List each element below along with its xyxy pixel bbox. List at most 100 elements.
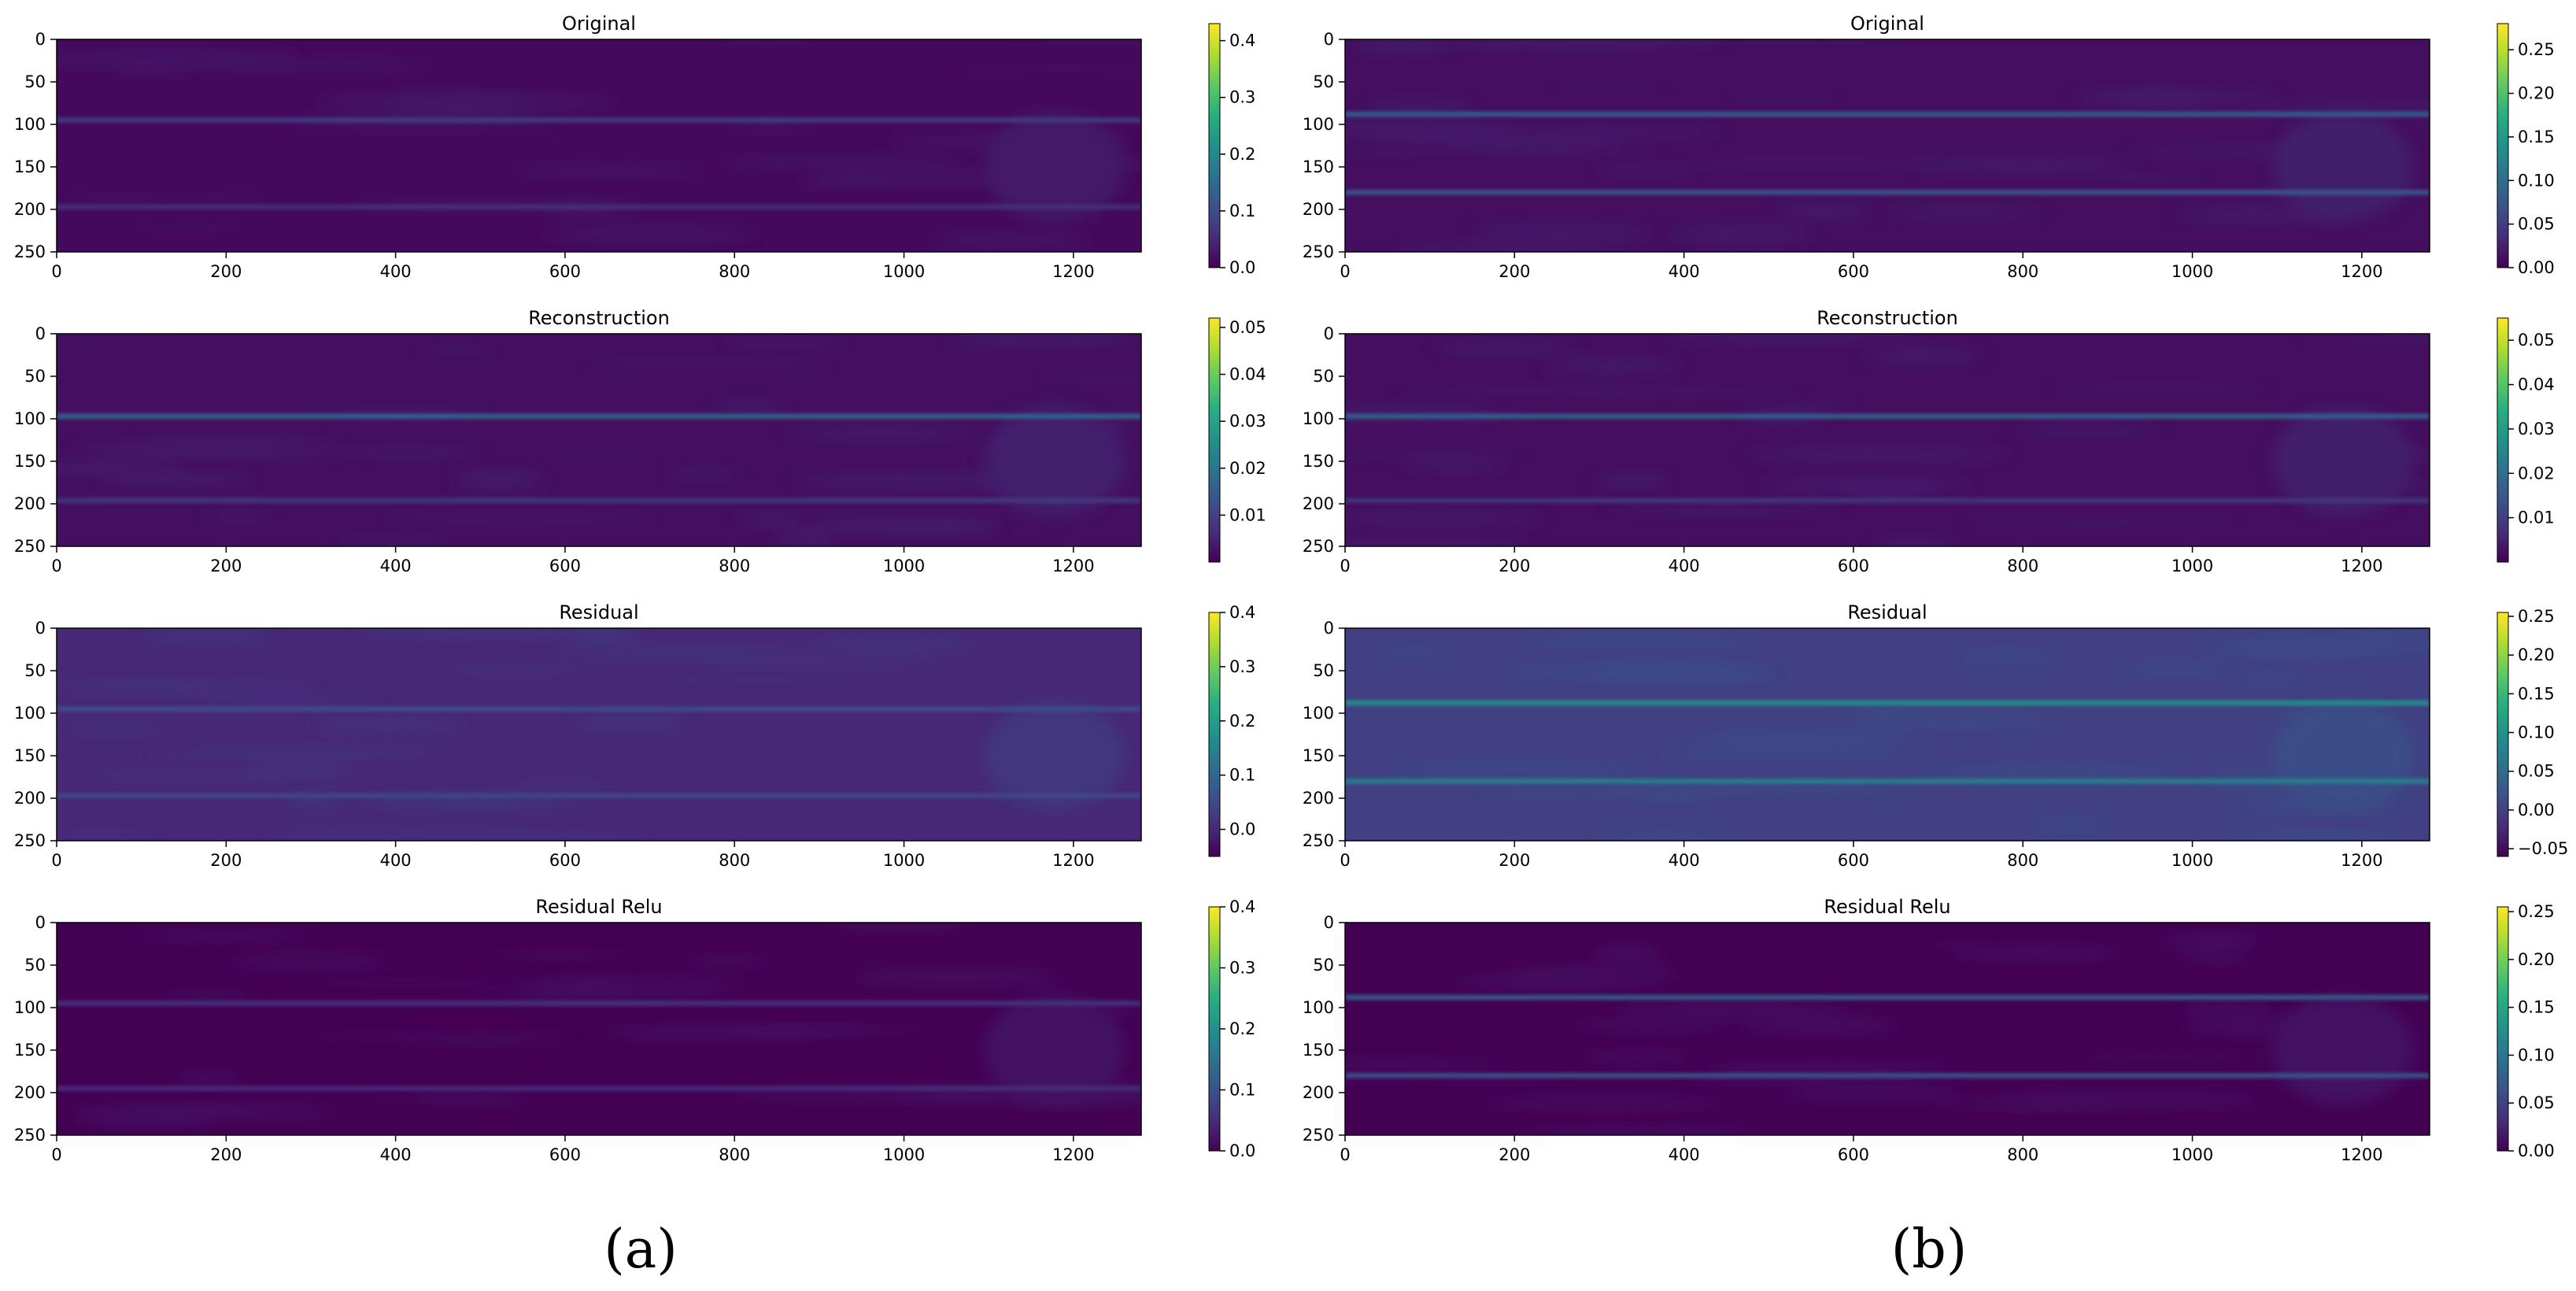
x-tick-label: 1000 [2171, 557, 2213, 575]
texture-blob [1744, 446, 2012, 463]
x-tick-label: 1000 [2171, 851, 2213, 870]
texture-blob [1616, 1001, 1847, 1018]
texture-blob [1591, 945, 1664, 963]
y-tick-label: 150 [1303, 157, 1334, 176]
texture-blob [312, 717, 461, 732]
texture-blob [282, 980, 533, 987]
texture-blob [1699, 782, 1915, 792]
texture-blob [955, 66, 1141, 72]
heatmap-band [1345, 413, 2430, 419]
x-tick-label: 600 [549, 557, 581, 575]
y-tick-label: 100 [1303, 115, 1334, 134]
x-tick-label: 400 [1669, 851, 1700, 870]
texture [1345, 39, 2430, 252]
x-tick-label: 200 [1499, 557, 1530, 575]
texture-blob [70, 442, 346, 457]
y-tick-label: 0 [1324, 913, 1334, 932]
y-tick-label: 150 [14, 1041, 46, 1060]
colorbar-tick-label: 0.01 [1229, 505, 1266, 524]
colorbar-tick-label: 0.04 [2518, 375, 2555, 394]
colorbar-tick-label: 0.4 [1229, 897, 1255, 916]
y-tick-label: 100 [1303, 704, 1334, 723]
texture-blob [222, 953, 396, 967]
y-tick-label: 50 [1313, 956, 1334, 975]
colorbar [2497, 317, 2509, 563]
y-tick-label: 0 [1324, 324, 1334, 343]
texture-blob [828, 923, 972, 930]
x-tick-label: 0 [51, 851, 61, 870]
caption-b: (b) [1890, 1219, 1968, 1281]
texture-blob [1382, 647, 1448, 657]
colorbar-tick-label: 0.15 [2518, 998, 2555, 1017]
y-tick-label: 150 [14, 452, 46, 471]
colorbar-tick-label: 0.4 [1229, 603, 1255, 622]
texture-blob [230, 773, 349, 779]
plot-frame [1344, 333, 2430, 547]
texture-blob [983, 112, 1125, 222]
colorbar-tick-label: 0.10 [2518, 723, 2555, 742]
y-tick-label: 100 [14, 115, 46, 134]
texture-blob [1676, 736, 1881, 749]
texture-blob [667, 468, 742, 479]
plot-frame [56, 333, 1142, 547]
colorbar-tick-label: 0.03 [1229, 412, 1266, 431]
heatmap-b-original: Original 0 200 400 600 800 1000 1200 0 50 100 150 20… [1303, 13, 2555, 281]
texture-blob [983, 406, 1125, 516]
texture-blob [158, 697, 380, 704]
texture-blob [1432, 340, 1580, 356]
x-tick-label: 200 [210, 851, 242, 870]
colorbar-tick-label: 0.02 [2518, 464, 2555, 483]
texture-blob [57, 334, 189, 338]
texture-blob [983, 995, 1125, 1105]
y-tick-label: 250 [14, 537, 46, 556]
texture-blob [2271, 112, 2414, 222]
texture-blob [1839, 708, 1919, 716]
texture-blob [453, 472, 545, 489]
texture-blob [1396, 244, 1623, 252]
colorbar [2497, 612, 2509, 857]
x-tick-label: 200 [210, 557, 242, 575]
colorbar-tick-label: −0.05 [2518, 839, 2568, 858]
colorbar-tick-label: 0.2 [1229, 145, 1255, 164]
texture-blob [678, 955, 776, 966]
texture-blob [2248, 101, 2430, 113]
texture-blob [1596, 164, 1697, 176]
texture-blob [341, 537, 448, 546]
x-tick-label: 200 [1499, 851, 1530, 870]
texture-blob [512, 165, 704, 177]
texture-blob [433, 94, 542, 108]
texture-blob [1605, 503, 1842, 514]
colorbar-tick-label: 0.10 [2518, 171, 2555, 190]
texture-blob [354, 628, 636, 638]
texture-blob [846, 967, 1063, 986]
texture-blob [1664, 39, 1898, 43]
y-tick-label: 200 [1303, 200, 1334, 219]
texture-blob [1345, 512, 1547, 527]
texture-blob [1784, 1085, 1961, 1101]
y-tick-label: 100 [14, 998, 46, 1017]
x-tick-label: 1200 [1052, 1145, 1094, 1164]
colorbar-tick-label: 0.3 [1229, 657, 1255, 676]
x-tick-label: 1000 [2171, 1145, 2213, 1164]
y-tick-label: 0 [1324, 619, 1334, 638]
texture-blob [1598, 834, 1728, 841]
texture-blob [1920, 766, 2184, 780]
colorbar-tick-label: 0.00 [2518, 258, 2555, 277]
x-tick-label: 1000 [883, 557, 925, 575]
texture-blob [728, 120, 814, 131]
texture-blob [188, 745, 456, 754]
texture-blob [2271, 995, 2414, 1105]
x-tick-label: 0 [51, 557, 61, 575]
heatmap-band [57, 498, 1141, 503]
texture-blob [485, 951, 633, 959]
texture-blob [172, 1073, 245, 1087]
texture-blob [786, 427, 978, 440]
texture-blob [2300, 335, 2430, 343]
texture-blob [1480, 1097, 1728, 1111]
texture-blob [1450, 980, 1660, 991]
y-tick-label: 200 [1303, 494, 1334, 513]
texture-blob [719, 156, 978, 168]
x-tick-label: 800 [2007, 1145, 2038, 1164]
texture-blob [431, 667, 597, 674]
heatmap-background [1345, 334, 2430, 546]
